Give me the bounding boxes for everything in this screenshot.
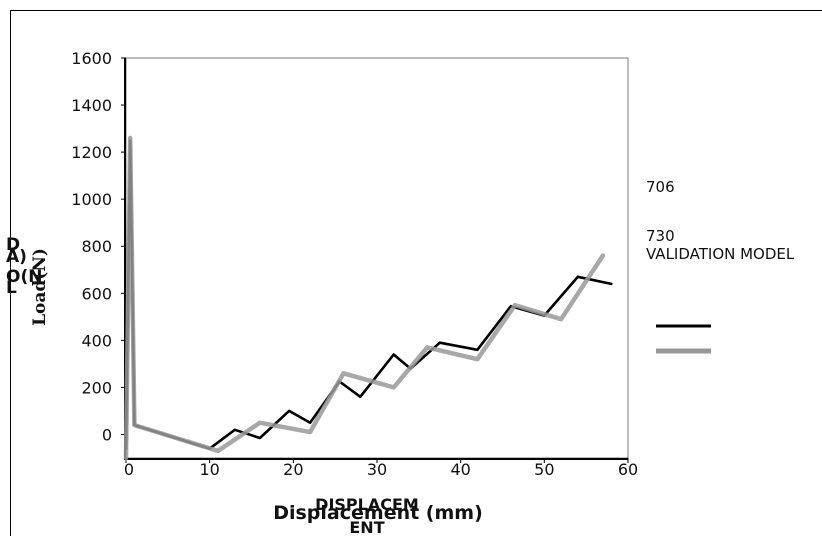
y-axis-title: Load(N) [30, 248, 50, 326]
y-tick-labels: 1600 1400 1200 1000 800 600 400 200 0 [71, 49, 126, 444]
legend-entry-validation-model: VALIDATION MODEL [646, 245, 795, 263]
x-tick-labels: 0 10 20 30 40 50 60 [124, 458, 638, 479]
y-tick-label: 0 [102, 425, 112, 444]
x-tick-label: 40 [450, 460, 470, 479]
y-tick-label: 800 [81, 237, 112, 256]
y-axis-overlay-label-3: O(N [6, 267, 42, 287]
y-tick-label: 1600 [71, 49, 112, 68]
x-tick-label: 60 [618, 460, 638, 479]
series-layer [123, 135, 613, 461]
y-tick-label: 1200 [71, 143, 112, 162]
legend: 706 730 VALIDATION MODEL [646, 178, 795, 354]
legend-entry-730: 730 [646, 227, 675, 245]
series-line-730 [124, 139, 613, 450]
y-axis-overlay-label-4: L [6, 278, 17, 298]
x-tick-label: 20 [283, 460, 303, 479]
y-axis-overlay-label-2: A) [6, 247, 27, 267]
series-line-validation-model [123, 135, 606, 461]
y-tick-label: 1400 [71, 96, 112, 115]
legend-entry-706: 706 [646, 178, 675, 196]
figure-frame [10, 10, 822, 536]
x-axis-overlay-label-2: ENT [349, 518, 384, 536]
plot-area [125, 57, 629, 459]
y-tick-label: 200 [81, 378, 112, 397]
x-tick-label: 50 [534, 460, 554, 479]
y-tick-label: 400 [81, 331, 112, 350]
x-tick-label: 10 [199, 460, 219, 479]
y-tick-label: 600 [81, 284, 112, 303]
y-tick-label: 1000 [71, 190, 112, 209]
y-axis-overlay-label-1: D [6, 235, 20, 255]
x-axis-overlay-label-1: DISPLACEM [315, 495, 419, 514]
x-tick-label: 30 [367, 460, 387, 479]
x-tick-label: 0 [124, 460, 134, 479]
x-axis-title: Displacement (mm) [273, 502, 483, 524]
